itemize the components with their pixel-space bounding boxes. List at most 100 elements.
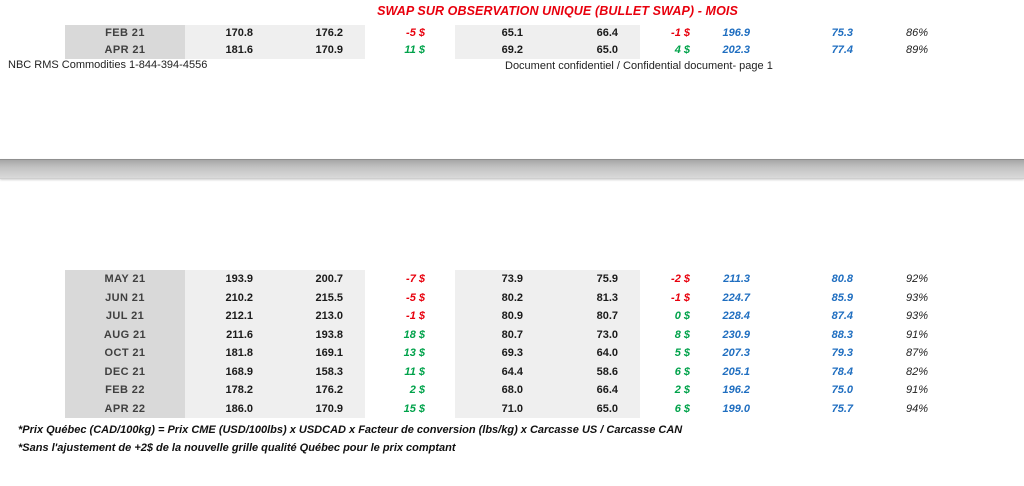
blue-value-cell: 211.3 — [723, 273, 750, 285]
diff-cell: 13 $ — [403, 347, 425, 359]
percent-cell: 86% — [905, 27, 928, 39]
value-cell: 193.8 — [275, 325, 365, 344]
value-cell: 69.3 — [455, 344, 545, 363]
percent-cell: 92% — [905, 273, 928, 285]
month-cell: JUN 21 — [65, 288, 185, 307]
diff-cell: -5 $ — [406, 27, 425, 39]
value-cell: 65.1 — [455, 25, 545, 42]
page-break-band — [0, 159, 1024, 179]
blue-value-cell: 205.1 — [722, 365, 750, 378]
value-cell: 80.9 — [455, 307, 545, 326]
diff-cell: -5 $ — [406, 291, 425, 304]
month-cell: MAY 21 — [65, 270, 185, 289]
value-cell: 193.9 — [185, 270, 275, 289]
value-cell: 158.3 — [275, 362, 365, 381]
table-row: FEB 21 170.8 176.2 -5 $ 65.1 66.4 -1 $ 196.9 75.… — [65, 25, 940, 42]
value-cell: 200.7 — [275, 270, 365, 289]
month-cell: OCT 21 — [65, 344, 185, 363]
percent-cell: 91% — [905, 384, 928, 396]
month-cell: APR 22 — [65, 399, 185, 418]
table-row: JUL 21 212.1 213.0 -1 $ 80.9 80.7 0 $ 228.4 87.4… — [65, 307, 940, 326]
value-cell: 212.1 — [185, 307, 275, 326]
table-row: APR 21 181.6 170.9 11 $ 69.2 65.0 4 $ 202.3 77.4… — [65, 42, 940, 59]
blue-value-cell: 196.2 — [722, 384, 750, 396]
table-row: MAY 21 193.9 200.7 -7 $ 73.9 75.9 -2 $ 211.3 80.… — [65, 270, 940, 289]
value-cell: 64.0 — [545, 344, 640, 363]
percent-cell: 89% — [905, 44, 928, 56]
blue-value-cell: 77.4 — [831, 44, 853, 56]
table-row: FEB 22 178.2 176.2 2 $ 68.0 66.4 2 $ 196.2 75.0 9… — [65, 381, 940, 400]
value-cell: 58.6 — [545, 362, 640, 381]
month-cell: FEB 22 — [65, 381, 185, 400]
value-cell: 211.6 — [185, 325, 275, 344]
diff-cell: 11 $ — [404, 365, 425, 378]
value-cell: 169.1 — [275, 344, 365, 363]
month-cell: AUG 21 — [65, 325, 185, 344]
percent-cell: 94% — [905, 402, 928, 415]
diff-cell: 18 $ — [403, 328, 425, 341]
value-cell: 168.9 — [185, 362, 275, 381]
diff-cell: -1 $ — [671, 27, 690, 39]
diff-cell: 6 $ — [674, 402, 690, 415]
diff-cell: 15 $ — [403, 402, 425, 415]
value-cell: 181.8 — [185, 344, 275, 363]
diff-cell: 8 $ — [674, 328, 690, 341]
table-row: APR 22 186.0 170.9 15 $ 71.0 65.0 6 $ 199.0 75.7… — [65, 399, 940, 418]
value-cell: 75.9 — [545, 270, 640, 289]
value-cell: 215.5 — [275, 288, 365, 307]
blue-value-cell: 224.7 — [722, 291, 750, 304]
table-row: JUN 21 210.2 215.5 -5 $ 80.2 81.3 -1 $ 224.7 85.… — [65, 288, 940, 307]
value-cell: 176.2 — [275, 25, 365, 42]
blue-value-cell: 88.3 — [831, 328, 853, 341]
value-cell: 66.4 — [545, 381, 640, 400]
diff-cell: 6 $ — [674, 365, 690, 378]
value-cell: 66.4 — [545, 25, 640, 42]
value-cell: 80.7 — [455, 325, 545, 344]
value-cell: 210.2 — [185, 288, 275, 307]
blue-value-cell: 87.4 — [831, 310, 853, 322]
footnote-price-formula: *Prix Québec (CAD/100kg) = Prix CME (USD… — [18, 424, 683, 436]
report-title: SWAP SUR OBSERVATION UNIQUE (BULLET SWAP… — [377, 4, 738, 18]
value-cell: 178.2 — [185, 381, 275, 400]
table-row: AUG 21 211.6 193.8 18 $ 80.7 73.0 8 $ 230.9 88.3… — [65, 325, 940, 344]
diff-cell: 11 $ — [404, 44, 425, 56]
page1-footer-contact: NBC RMS Commodities 1-844-394-4556 — [8, 59, 208, 71]
value-cell: 170.9 — [275, 399, 365, 418]
value-cell: 213.0 — [275, 307, 365, 326]
value-cell: 170.8 — [185, 25, 275, 42]
percent-cell: 91% — [905, 328, 928, 341]
diff-cell: -2 $ — [671, 273, 690, 285]
blue-value-cell: 202.3 — [722, 44, 750, 56]
value-cell: 176.2 — [275, 381, 365, 400]
percent-cell: 93% — [905, 310, 928, 322]
value-cell: 71.0 — [455, 399, 545, 418]
footnote-adjustment: *Sans l'ajustement de +2$ de la nouvelle… — [18, 442, 456, 454]
blue-value-cell: 207.3 — [722, 347, 750, 359]
month-cell: FEB 21 — [65, 25, 185, 42]
value-cell: 170.9 — [275, 42, 365, 59]
table-row: DEC 21 168.9 158.3 11 $ 64.4 58.6 6 $ 205.1 78.4… — [65, 362, 940, 381]
table-row: OCT 21 181.8 169.1 13 $ 69.3 64.0 5 $ 207.3 79.3… — [65, 344, 940, 363]
diff-cell: 4 $ — [674, 44, 690, 56]
value-cell: 181.6 — [185, 42, 275, 59]
percent-cell: 93% — [905, 291, 928, 304]
diff-cell: 5 $ — [674, 347, 690, 359]
blue-value-cell: 75.7 — [831, 402, 853, 415]
blue-value-cell: 80.8 — [831, 273, 853, 285]
value-cell: 73.0 — [545, 325, 640, 344]
percent-cell: 87% — [905, 347, 928, 359]
page1-table: FEB 21 170.8 176.2 -5 $ 65.1 66.4 -1 $ 196.9 75.… — [65, 25, 940, 59]
blue-value-cell: 75.0 — [831, 384, 853, 396]
blue-value-cell: 199.0 — [722, 402, 750, 415]
diff-cell: -1 $ — [406, 310, 425, 322]
value-cell: 186.0 — [185, 399, 275, 418]
value-cell: 65.0 — [545, 399, 640, 418]
blue-value-cell: 230.9 — [722, 328, 750, 341]
diff-cell: -7 $ — [406, 273, 425, 285]
diff-cell: -1 $ — [671, 291, 690, 304]
blue-value-cell: 196.9 — [722, 27, 750, 39]
value-cell: 80.2 — [455, 288, 545, 307]
page2-table: MAY 21 193.9 200.7 -7 $ 73.9 75.9 -2 $ 211.3 80.… — [65, 270, 940, 418]
page1-footer-confidential: Document confidentiel / Confidential doc… — [505, 60, 773, 72]
